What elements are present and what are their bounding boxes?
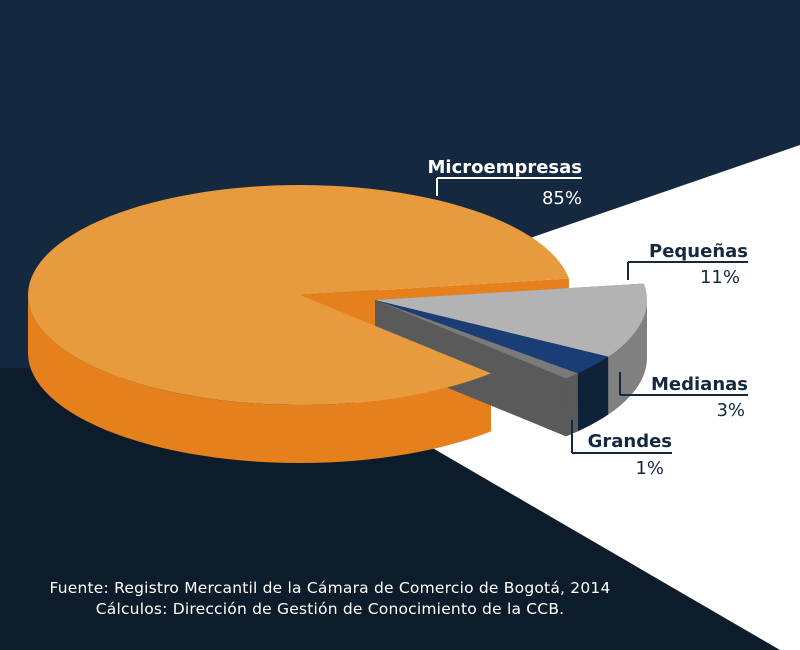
label-grandes: Grandes 1% xyxy=(571,420,672,479)
label-value-pequenas: 11% xyxy=(700,267,740,288)
slice-rim-microempresas-0 xyxy=(28,295,491,463)
label-name-medianas: Medianas xyxy=(651,374,748,395)
label-name-pequenas: Pequeñas xyxy=(649,241,748,262)
source-note: Fuente: Registro Mercantil de la Cámara … xyxy=(49,579,611,597)
calculation-note: Cálculos: Dirección de Gestión de Conoci… xyxy=(95,600,565,618)
slice-rim-medianas-0 xyxy=(577,356,609,432)
slice-top-microempresas xyxy=(28,185,569,405)
slice-rim-grandes-0 xyxy=(565,373,578,437)
label-medianas: Medianas 3% xyxy=(619,372,748,421)
label-value-microempresas: 85% xyxy=(542,188,582,209)
label-name-microempresas: Microempresas xyxy=(427,157,582,178)
pie-top-faces xyxy=(28,185,647,405)
label-name-grandes: Grandes xyxy=(588,431,672,452)
label-value-medianas: 3% xyxy=(716,400,745,421)
label-value-grandes: 1% xyxy=(635,458,664,479)
slice-top-pequenas xyxy=(375,283,647,357)
slice-top-grandes xyxy=(375,300,578,379)
slice-rim-pequenas-0 xyxy=(608,300,647,415)
label-pequenas: Pequeñas 11% xyxy=(627,241,748,288)
pie-labels: Microempresas 85% Pequeñas 11% Medianas … xyxy=(427,157,748,479)
slice-top-medianas xyxy=(375,300,609,374)
label-microempresas: Microempresas 85% xyxy=(427,157,582,209)
